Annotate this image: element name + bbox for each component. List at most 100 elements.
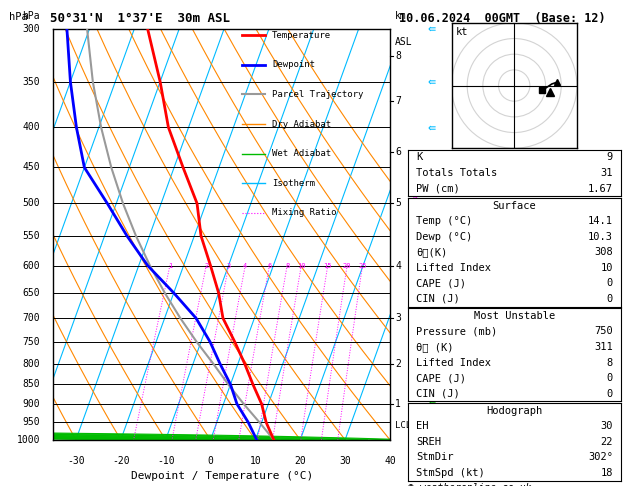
Text: 650: 650 [23, 288, 40, 298]
Text: $\Lleftarrow$: $\Lleftarrow$ [426, 417, 438, 427]
Text: 20: 20 [343, 262, 352, 269]
Text: $\Lleftarrow$: $\Lleftarrow$ [426, 122, 438, 132]
Text: $\Lleftarrow$: $\Lleftarrow$ [426, 24, 438, 34]
Text: 22: 22 [601, 437, 613, 447]
Text: 850: 850 [23, 380, 40, 389]
Text: $\Lleftarrow$: $\Lleftarrow$ [426, 359, 438, 369]
Text: 900: 900 [23, 399, 40, 409]
Text: 400: 400 [23, 122, 40, 132]
Text: Most Unstable: Most Unstable [474, 311, 555, 321]
Text: $\Lleftarrow$: $\Lleftarrow$ [426, 162, 438, 173]
Text: StmSpd (kt): StmSpd (kt) [416, 468, 485, 478]
Text: 750: 750 [594, 327, 613, 336]
Text: Dewpoint / Temperature (°C): Dewpoint / Temperature (°C) [131, 470, 313, 481]
Text: 10: 10 [601, 263, 613, 273]
Text: Totals Totals: Totals Totals [416, 168, 498, 178]
Text: 10: 10 [250, 456, 261, 466]
Text: CIN (J): CIN (J) [416, 294, 460, 304]
Text: 6: 6 [395, 147, 401, 157]
Text: 700: 700 [23, 313, 40, 323]
Text: $\Lleftarrow$: $\Lleftarrow$ [426, 231, 438, 241]
Text: Dewp (°C): Dewp (°C) [416, 232, 472, 242]
Text: 8: 8 [606, 358, 613, 367]
Text: 600: 600 [23, 260, 40, 271]
Text: Surface: Surface [493, 201, 537, 210]
Text: 6: 6 [267, 262, 272, 269]
Text: -30: -30 [67, 456, 85, 466]
Text: hPa: hPa [23, 11, 40, 21]
Text: $\Lleftarrow$: $\Lleftarrow$ [426, 380, 438, 389]
Text: Isotherm: Isotherm [272, 179, 315, 188]
Text: Hodograph: Hodograph [486, 406, 543, 416]
Text: 0: 0 [606, 294, 613, 304]
Text: 500: 500 [23, 198, 40, 208]
Text: 300: 300 [23, 24, 40, 34]
Text: CIN (J): CIN (J) [416, 389, 460, 399]
Text: 800: 800 [23, 359, 40, 369]
Text: 1000: 1000 [16, 435, 40, 445]
Text: $\Lleftarrow$: $\Lleftarrow$ [426, 337, 438, 347]
Text: 50°31'N  1°37'E  30m ASL: 50°31'N 1°37'E 30m ASL [50, 12, 230, 25]
Text: Lifted Index: Lifted Index [416, 263, 491, 273]
Text: 15: 15 [323, 262, 332, 269]
Text: 0: 0 [606, 278, 613, 288]
Text: 4: 4 [243, 262, 247, 269]
Text: 8: 8 [285, 262, 289, 269]
Text: 25: 25 [359, 262, 367, 269]
Text: ASL: ASL [395, 37, 413, 47]
Text: 10: 10 [297, 262, 306, 269]
Text: 18: 18 [601, 468, 613, 478]
Text: 350: 350 [23, 77, 40, 87]
Text: 311: 311 [594, 342, 613, 352]
Text: 1: 1 [395, 399, 401, 409]
Text: kt: kt [455, 27, 468, 36]
Text: Lifted Index: Lifted Index [416, 358, 491, 367]
Text: 308: 308 [594, 247, 613, 257]
Text: 2: 2 [395, 359, 401, 369]
Text: $\Lleftarrow$: $\Lleftarrow$ [426, 288, 438, 298]
Text: $\Lleftarrow$: $\Lleftarrow$ [426, 313, 438, 323]
Text: 2: 2 [204, 262, 208, 269]
Text: Dry Adiabat: Dry Adiabat [272, 120, 331, 128]
Text: PW (cm): PW (cm) [416, 184, 460, 193]
Text: -10: -10 [157, 456, 174, 466]
Text: EH: EH [416, 421, 428, 431]
Text: θᴄ(K): θᴄ(K) [416, 247, 447, 257]
Text: Temperature: Temperature [272, 31, 331, 40]
Text: 14.1: 14.1 [588, 216, 613, 226]
Text: 3: 3 [395, 313, 401, 323]
Text: Wet Adiabat: Wet Adiabat [272, 149, 331, 158]
Text: LCL: LCL [395, 421, 411, 431]
Text: CAPE (J): CAPE (J) [416, 278, 466, 288]
Text: 0: 0 [208, 456, 213, 466]
Text: θᴄ (K): θᴄ (K) [416, 342, 454, 352]
Text: $\Lleftarrow$: $\Lleftarrow$ [426, 198, 438, 208]
Text: hPa: hPa [9, 12, 28, 22]
Text: 950: 950 [23, 417, 40, 427]
Text: 0: 0 [606, 373, 613, 383]
Text: 8: 8 [395, 52, 401, 61]
Text: 750: 750 [23, 337, 40, 347]
Text: 4: 4 [395, 260, 401, 271]
Text: 450: 450 [23, 162, 40, 173]
Text: 5: 5 [395, 198, 401, 208]
Text: -20: -20 [112, 456, 130, 466]
Text: Parcel Trajectory: Parcel Trajectory [272, 90, 364, 99]
Text: $\Lleftarrow$: $\Lleftarrow$ [426, 435, 438, 445]
Text: Pressure (mb): Pressure (mb) [416, 327, 498, 336]
Text: Dewpoint: Dewpoint [272, 60, 315, 69]
Text: $\Lleftarrow$: $\Lleftarrow$ [426, 399, 438, 409]
Text: 1.67: 1.67 [588, 184, 613, 193]
Text: Temp (°C): Temp (°C) [416, 216, 472, 226]
Text: 1: 1 [168, 262, 172, 269]
Text: 31: 31 [601, 168, 613, 178]
Text: 550: 550 [23, 231, 40, 241]
Text: StmDir: StmDir [416, 452, 454, 462]
Text: Mixing Ratio: Mixing Ratio [272, 208, 337, 217]
Text: 30: 30 [601, 421, 613, 431]
Text: km: km [395, 11, 407, 21]
Text: 3: 3 [226, 262, 231, 269]
Text: 9: 9 [606, 153, 613, 162]
Text: Mixing Ratio (g/kg): Mixing Ratio (g/kg) [412, 183, 421, 286]
Text: 7: 7 [395, 96, 401, 105]
